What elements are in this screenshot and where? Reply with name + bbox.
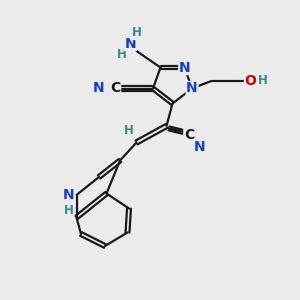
- Text: N: N: [194, 140, 205, 154]
- Text: C: C: [184, 128, 194, 142]
- Text: O: O: [244, 74, 256, 88]
- Text: N: N: [63, 188, 75, 202]
- Text: H: H: [132, 26, 141, 40]
- Text: N: N: [125, 37, 136, 50]
- Text: H: H: [64, 203, 74, 217]
- Text: N: N: [93, 82, 105, 95]
- Text: N: N: [186, 82, 198, 95]
- Text: C: C: [110, 82, 121, 95]
- Text: H: H: [258, 74, 267, 88]
- Text: N: N: [179, 61, 190, 74]
- Text: H: H: [124, 124, 134, 137]
- Text: H: H: [117, 47, 126, 61]
